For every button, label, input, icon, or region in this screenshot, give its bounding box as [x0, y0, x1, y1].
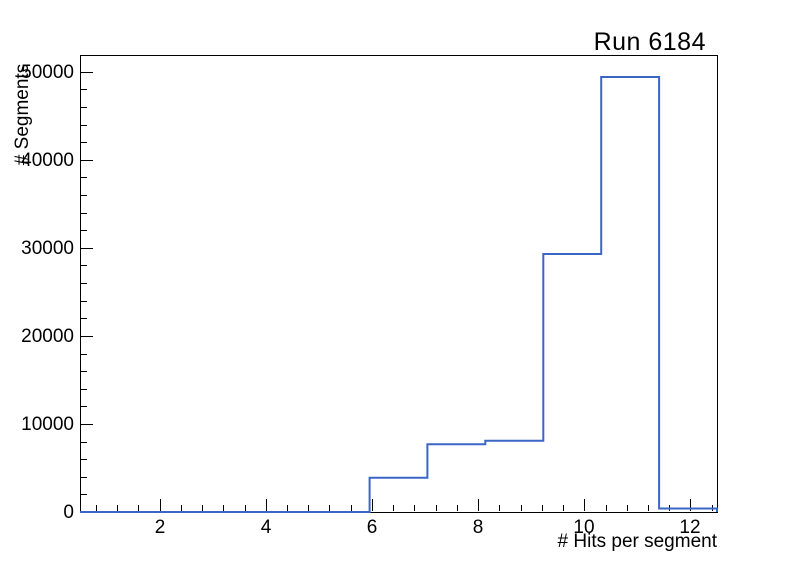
x-axis-tick-label: 12 [679, 517, 700, 538]
x-axis-title: # Hits per segment [557, 531, 717, 552]
y-axis-tick-label: 30000 [21, 238, 74, 259]
x-axis-tick-label: 2 [155, 517, 166, 538]
y-axis-tick-label: 10000 [21, 414, 74, 435]
x-axis-tick-label: 10 [573, 517, 594, 538]
x-axis-tick-label: 4 [261, 517, 272, 538]
chart-title: Run 6184 [593, 28, 706, 56]
y-axis-title: # Segments [12, 63, 33, 166]
plot-frame [80, 55, 718, 513]
y-axis-tick-label: 0 [63, 502, 74, 523]
y-axis-tick-label: 50000 [21, 62, 74, 83]
histogram-line [80, 76, 718, 513]
x-axis-tick-label: 6 [367, 517, 378, 538]
y-axis-tick-label: 40000 [21, 150, 74, 171]
y-axis-tick-label: 20000 [21, 326, 74, 347]
x-axis-tick-label: 8 [473, 517, 484, 538]
